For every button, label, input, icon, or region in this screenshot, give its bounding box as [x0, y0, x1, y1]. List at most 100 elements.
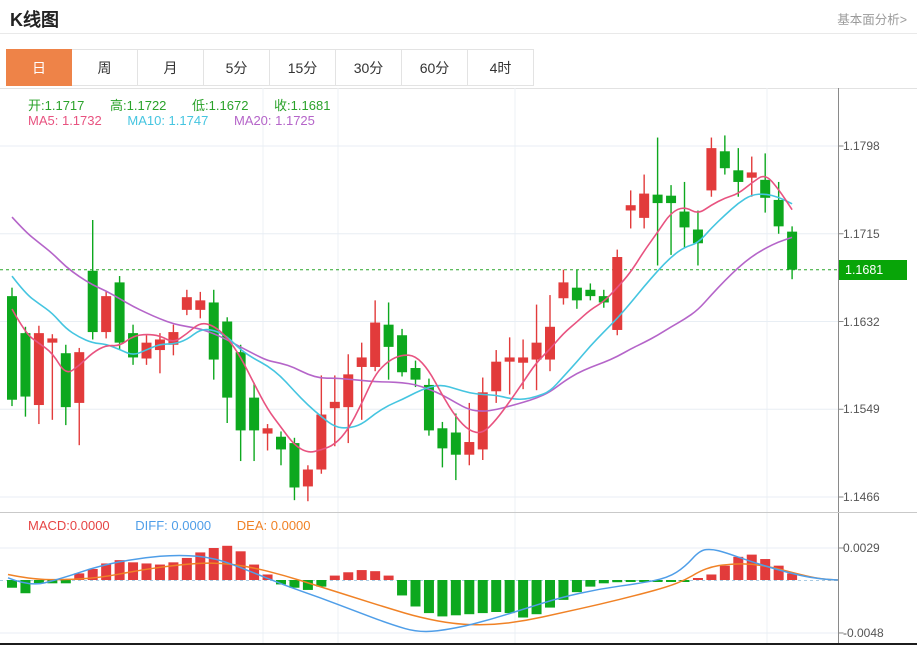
candle [706, 148, 717, 191]
macd-tick-label: 0.0029 [843, 541, 880, 555]
macd-bar [195, 552, 206, 580]
macd-bar [612, 580, 623, 583]
close-value: 1.1681 [290, 98, 331, 113]
candle [612, 257, 623, 330]
candle [47, 338, 58, 343]
tab-week[interactable]: 周 [72, 49, 138, 86]
macd-bar [504, 580, 515, 614]
macd-bar [787, 573, 798, 580]
macd-bar [545, 580, 555, 608]
macd-bar [625, 580, 636, 582]
macd-bar [47, 580, 58, 584]
panel-separator [0, 512, 917, 513]
candle [114, 282, 125, 343]
macd-bar [262, 574, 273, 580]
candle [760, 179, 771, 198]
macd-bar [87, 568, 98, 580]
candle [464, 442, 475, 455]
interval-tabs: 日 周 月 5分 15分 30分 60分 4时 [6, 49, 534, 86]
tab-month[interactable]: 月 [138, 49, 204, 86]
macd-bar [652, 580, 663, 582]
low-value: 1.1672 [208, 98, 249, 113]
macd-value: 0.0000 [69, 518, 110, 533]
candle [168, 332, 179, 345]
macd-bar [114, 560, 125, 580]
candle [370, 322, 381, 367]
candle [571, 287, 582, 301]
price-tick-label: 1.1549 [843, 402, 880, 417]
bottom-border [0, 643, 917, 645]
diff-label: DIFF: [135, 518, 172, 533]
macd-bar [531, 580, 542, 615]
macd-bar [356, 570, 367, 580]
candle [356, 357, 367, 367]
candle [692, 229, 703, 244]
tab-30min[interactable]: 30分 [336, 49, 402, 86]
candle [787, 231, 798, 270]
candle [181, 297, 192, 310]
diff-line [7, 548, 839, 633]
price-tick-label: 1.1798 [843, 139, 880, 153]
macd-bar [7, 580, 17, 588]
macd-bar [423, 580, 434, 614]
macd-bar [329, 575, 340, 580]
candle [7, 296, 17, 400]
ma-readout: MA5: 1.1732 MA10: 1.1747 MA20: 1.1725 [28, 113, 337, 128]
high-value: 1.1722 [126, 98, 167, 113]
candle [276, 436, 286, 450]
tab-5min[interactable]: 5分 [204, 49, 270, 86]
tab-day[interactable]: 日 [6, 49, 72, 86]
macd-bar [289, 580, 300, 588]
candle [343, 374, 354, 408]
candle [20, 333, 31, 397]
macd-bar [383, 575, 394, 580]
macd-bar [141, 563, 152, 580]
ma20-line [11, 216, 793, 412]
chart-top-border [0, 88, 917, 89]
dea-line [7, 562, 839, 626]
candle [491, 361, 502, 392]
macd-bar [571, 580, 582, 593]
candle [585, 289, 596, 297]
ma10-line [11, 193, 793, 429]
candle [666, 195, 677, 204]
macd-bar [302, 580, 313, 590]
candle [437, 428, 448, 449]
price-tick-label: 1.1466 [843, 490, 880, 504]
macd-bar [598, 580, 609, 584]
ma10-value: 1.1747 [168, 113, 209, 128]
candle [329, 401, 340, 409]
macd-label: MACD: [28, 518, 70, 533]
ma5-line [11, 175, 793, 453]
macd-bar [168, 562, 179, 580]
macd-bar [760, 559, 771, 580]
candle [625, 205, 636, 211]
ma5-value: 1.1732 [61, 113, 102, 128]
macd-bar [74, 573, 85, 580]
macd-bar [706, 574, 717, 580]
page-title: K线图 [10, 10, 59, 30]
candle [545, 326, 555, 360]
macd-bar [558, 580, 569, 600]
candle [477, 392, 488, 450]
ma20-value: 1.1725 [275, 113, 315, 128]
ohlc-readout: 开:1.1717 高:1.1722 低:1.1672 收:1.1681 [28, 95, 352, 114]
candle [33, 333, 44, 406]
fundamental-analysis-link[interactable]: 基本面分析> [837, 13, 907, 27]
candle [652, 194, 663, 204]
candle [598, 296, 609, 303]
macd-bar [477, 580, 488, 614]
candle [74, 352, 85, 403]
candle [518, 357, 529, 363]
macd-bar [464, 580, 475, 615]
tab-60min[interactable]: 60分 [402, 49, 468, 86]
macd-bar [518, 580, 529, 618]
macd-bar [585, 580, 596, 587]
price-tick-label: 1.1715 [843, 226, 880, 241]
tab-15min[interactable]: 15分 [270, 49, 336, 86]
candlestick-chart-canvas [0, 88, 844, 512]
high-label: 高: [110, 98, 127, 113]
tab-4hour[interactable]: 4时 [468, 49, 534, 86]
macd-bar [719, 565, 730, 580]
dea-label: DEA: [236, 518, 271, 533]
